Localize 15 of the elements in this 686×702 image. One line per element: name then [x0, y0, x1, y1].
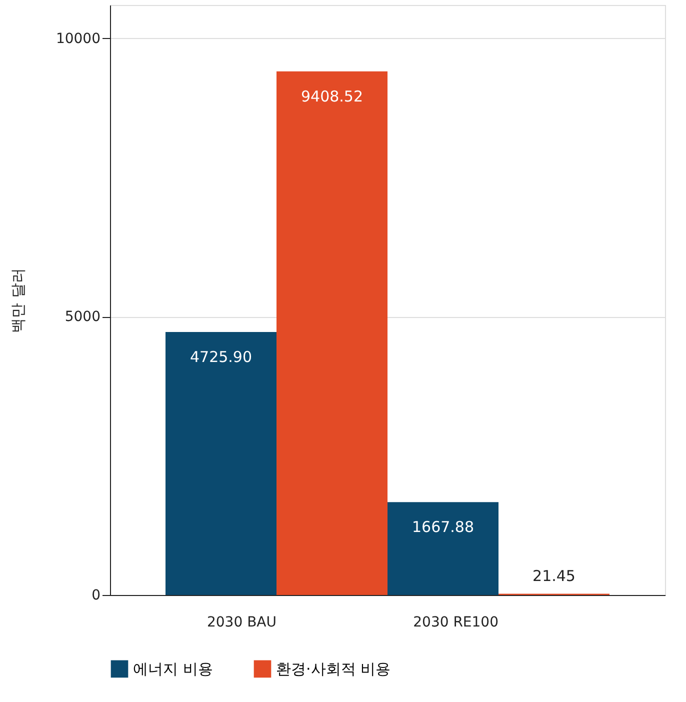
- y-tick-label: 0: [92, 588, 100, 604]
- text: 4725.90: [190, 348, 252, 366]
- bar: [276, 71, 388, 595]
- bar: [166, 332, 276, 595]
- text: 21.45: [532, 566, 576, 585]
- y-tick-label: 5000: [64, 309, 100, 326]
- y-axis-title: 백만 달러: [8, 268, 27, 333]
- text: 1667.88: [412, 518, 474, 536]
- legend-label: 에너지 비용: [133, 660, 213, 678]
- bar: [388, 502, 498, 595]
- text: 9408.52: [300, 87, 364, 106]
- legend-label: 환경·사회적 비용: [276, 660, 391, 678]
- y-tick-label: 10000: [56, 30, 100, 47]
- x-tick-label: 2030 BAU: [206, 614, 276, 630]
- x-tick-label: 2030 RE100: [413, 614, 498, 630]
